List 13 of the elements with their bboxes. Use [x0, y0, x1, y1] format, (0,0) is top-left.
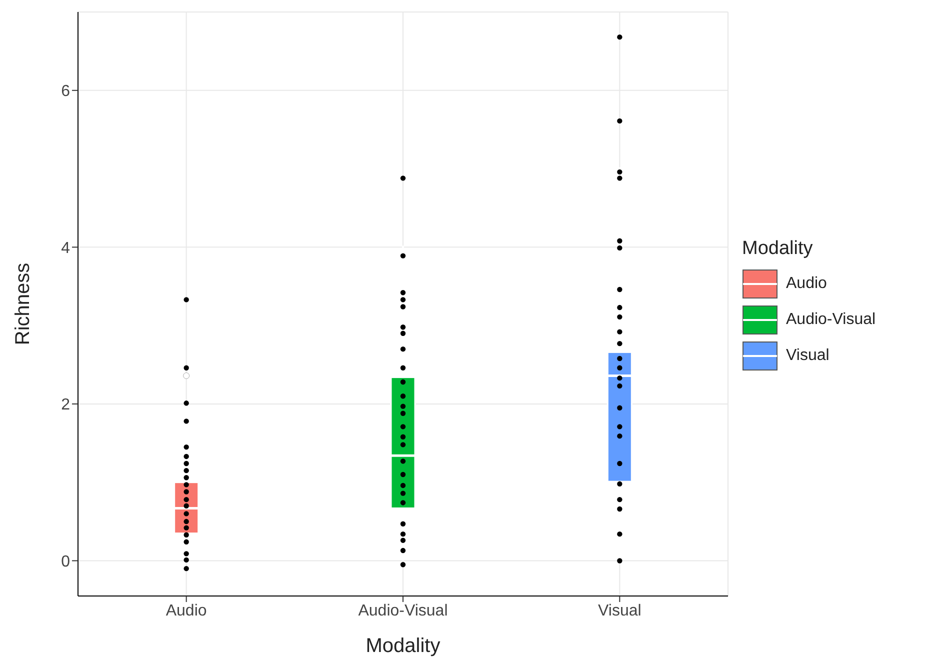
x-axis-title: Modality — [366, 635, 440, 657]
x-tick-label: Visual — [598, 602, 642, 620]
legend-label: Audio-Visual — [786, 311, 876, 329]
y-tick-label: 6 — [61, 83, 70, 100]
y-axis-title: Richness — [12, 262, 34, 346]
legend-label: Visual — [786, 347, 830, 365]
x-tick-label: Audio — [166, 602, 207, 620]
legend-title: Modality — [742, 238, 814, 260]
x-tick-label: Audio-Visual — [358, 602, 448, 620]
y-tick-label: 4 — [61, 240, 70, 257]
y-tick-label: 0 — [61, 553, 70, 570]
legend-label: Audio — [786, 275, 827, 293]
y-tick-label: 2 — [61, 396, 70, 414]
